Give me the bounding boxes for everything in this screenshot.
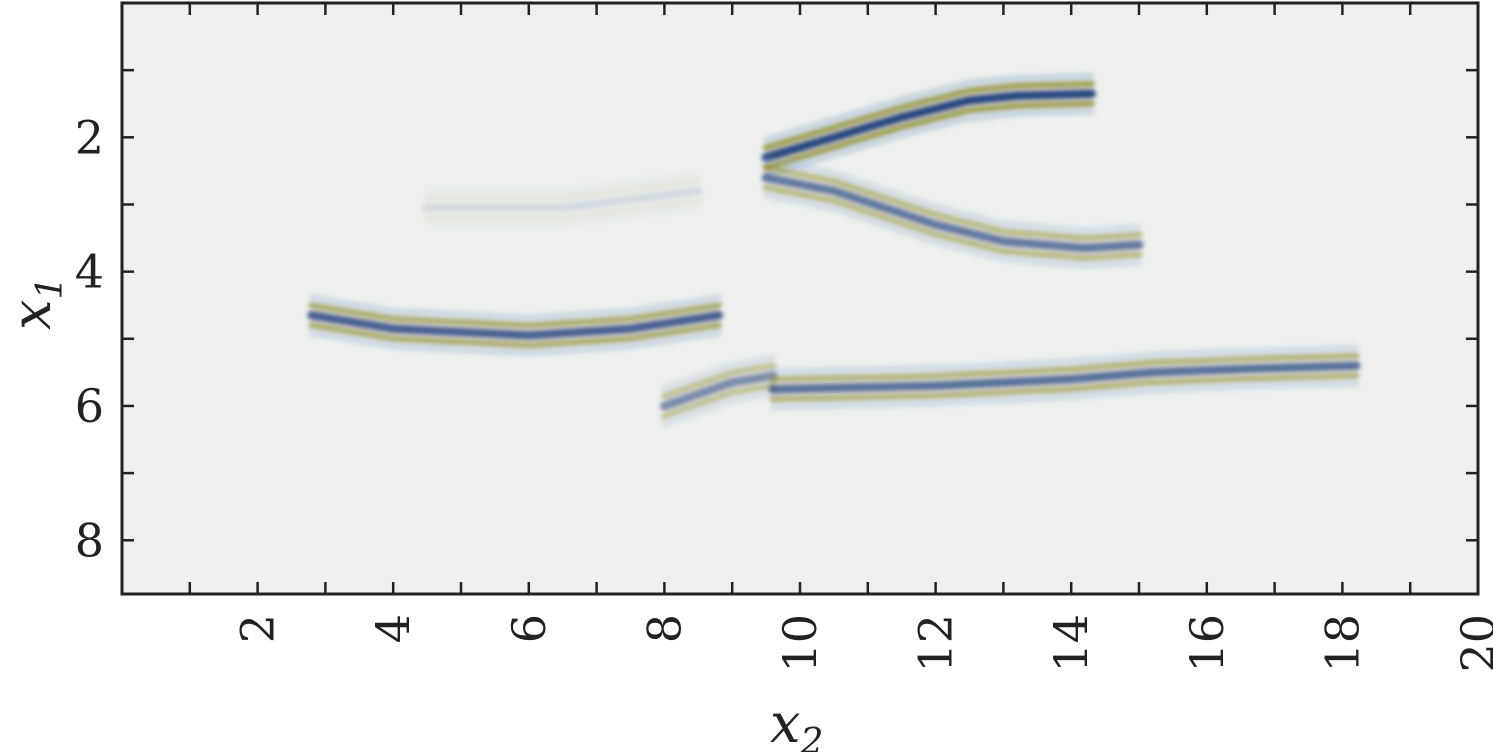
reflector-4-band-2 bbox=[762, 80, 1095, 151]
reflector-5-band-1 bbox=[763, 156, 1142, 234]
x-tick-label: 10 bbox=[773, 614, 827, 673]
x-tick-label: 12 bbox=[909, 614, 963, 673]
reflector-4 bbox=[761, 72, 1096, 179]
reflector-3-band-5 bbox=[769, 380, 1359, 411]
x-tick-label: 4 bbox=[366, 614, 420, 643]
reflector-layer bbox=[307, 72, 1361, 427]
reflector-2-band-5 bbox=[661, 390, 776, 427]
reflector-2-band-3 bbox=[659, 371, 778, 411]
reflector-2-band-1 bbox=[661, 354, 776, 391]
reflector-6-band-1 bbox=[424, 170, 702, 193]
reflector-3-band-2 bbox=[769, 352, 1360, 383]
reflector-1-band-4 bbox=[308, 321, 723, 349]
reflector-5-band-4 bbox=[762, 184, 1143, 262]
reflector-4-band-4 bbox=[762, 100, 1095, 171]
reflector-6-band-5 bbox=[424, 206, 702, 229]
x-tick-label: 2 bbox=[231, 614, 285, 643]
reflector-2 bbox=[659, 354, 778, 427]
reflector-1 bbox=[307, 294, 724, 357]
x-tick-label: 16 bbox=[1180, 614, 1234, 673]
y-axis-ticks: 2 4 6 8 bbox=[75, 68, 1478, 567]
reflector-1-band-1 bbox=[308, 294, 722, 321]
x-tick-label: 18 bbox=[1315, 614, 1369, 673]
reflector-4-band-5 bbox=[763, 108, 1095, 179]
reflector-6-band-4 bbox=[423, 197, 702, 222]
reflector-3-band-4 bbox=[769, 372, 1360, 403]
x-tick-label: 6 bbox=[502, 614, 556, 643]
reflector-1-band-5 bbox=[308, 330, 722, 357]
reflector-6-band-2 bbox=[423, 177, 702, 202]
y-tick-label: 8 bbox=[75, 513, 104, 567]
reflector-5-band-2 bbox=[762, 164, 1143, 242]
x-tick-label: 14 bbox=[1044, 614, 1098, 673]
y-axis-label: x1 bbox=[0, 277, 71, 330]
reflector-2-band-2 bbox=[660, 362, 777, 400]
reflector-1-band-3 bbox=[307, 310, 724, 340]
reflector-5 bbox=[761, 156, 1144, 270]
reflector-4-band-3 bbox=[761, 89, 1096, 162]
reflector-3-band-3 bbox=[768, 361, 1361, 394]
y-tick-label: 2 bbox=[75, 110, 104, 164]
reflector-6 bbox=[422, 170, 703, 229]
reflector-3-band-1 bbox=[769, 344, 1359, 375]
reflector-3 bbox=[768, 344, 1361, 411]
reflector-6-band-3 bbox=[422, 186, 703, 213]
reflector-2-band-4 bbox=[660, 382, 777, 420]
reflector-5-band-5 bbox=[763, 192, 1142, 270]
reflector-1-band-2 bbox=[308, 301, 723, 329]
y-tick-label: 4 bbox=[75, 245, 104, 299]
x-axis-ticks: 2 4 6 8 10 12 14 16 18 20 bbox=[188, 3, 1493, 673]
plot-background bbox=[122, 3, 1478, 594]
x-tick-label: 8 bbox=[637, 614, 691, 643]
x-tick-label: 20 bbox=[1451, 614, 1493, 673]
reflector-4-band-1 bbox=[763, 72, 1095, 143]
x-axis-label: x2 bbox=[770, 692, 823, 752]
reflector-5-band-3 bbox=[761, 173, 1144, 253]
y-tick-label: 6 bbox=[75, 379, 104, 433]
